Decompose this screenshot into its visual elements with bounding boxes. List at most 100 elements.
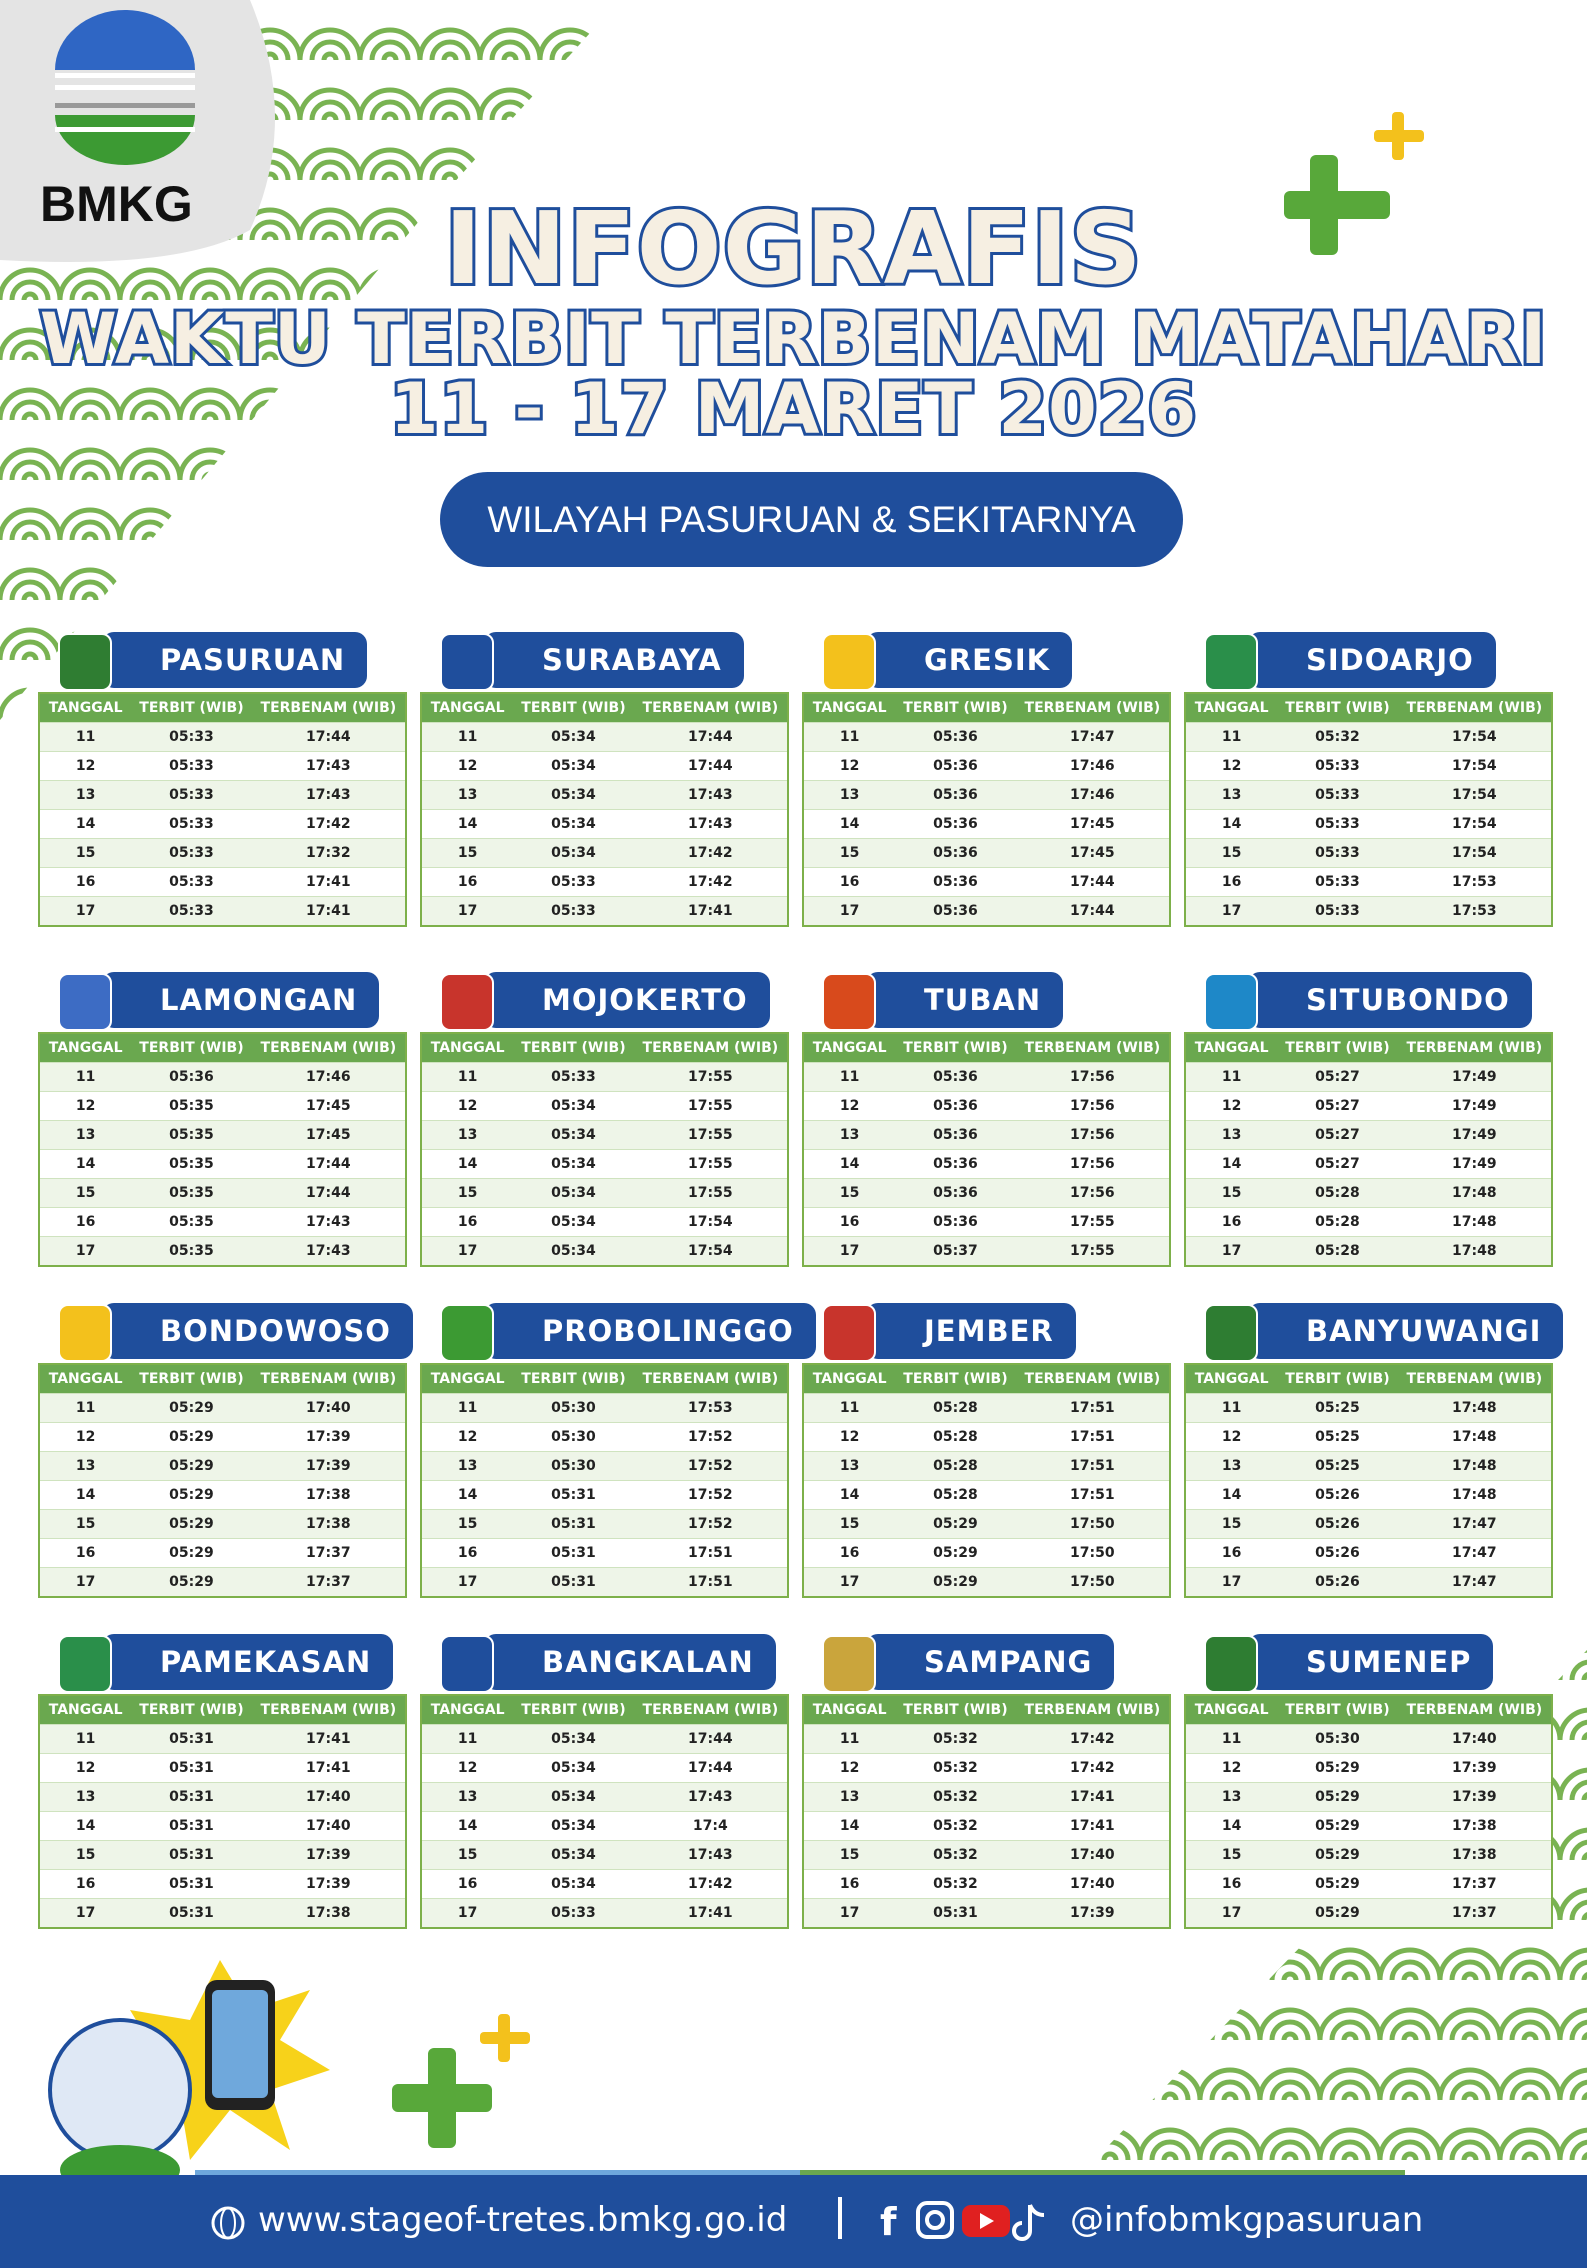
- table-cell: 14: [457, 816, 478, 832]
- table-cell: 15: [1221, 1185, 1242, 1201]
- schedule-table: TANGGAL TERBIT (WIB) TERBENAM (WIB) 11 05:27…: [1184, 1032, 1553, 1267]
- region-pill: WILAYAH PASURUAN & SEKITARNYA: [440, 472, 1183, 567]
- table-row: 17 05:37 17:55: [804, 1236, 1169, 1265]
- table-cell: 17:49: [1452, 1098, 1497, 1114]
- column-header: TERBENAM (WIB): [1406, 700, 1543, 716]
- table-cell: 11: [457, 1400, 478, 1416]
- table-row: 12 05:29 17:39: [1186, 1753, 1551, 1782]
- column-header: TANGGAL: [48, 1371, 123, 1387]
- region-badge: GRESIK: [866, 632, 1073, 688]
- table-cell: 05:30: [1315, 1731, 1360, 1747]
- table-cell: 13: [1221, 1127, 1242, 1143]
- region-emblem: [1204, 1304, 1258, 1362]
- schedule-table: TANGGAL TERBIT (WIB) TERBENAM (WIB) 11 05:25…: [1184, 1363, 1553, 1598]
- region-emblem: [822, 633, 876, 691]
- table-cell: 16: [457, 1545, 478, 1561]
- schedule-table: TANGGAL TERBIT (WIB) TERBENAM (WIB) 11 05:34…: [420, 692, 789, 927]
- schedule-table: TANGGAL TERBIT (WIB) TERBENAM (WIB) 11 05:33…: [420, 1032, 789, 1267]
- table-cell: 17:48: [1452, 1214, 1497, 1230]
- table-row: 11 05:33 17:55: [422, 1062, 787, 1091]
- table-cell: 05:29: [169, 1516, 214, 1532]
- table-cell: 05:33: [1315, 845, 1360, 861]
- table-cell: 05:34: [551, 1789, 596, 1805]
- table-row: 15 05:34 17:55: [422, 1178, 787, 1207]
- table-cell: 17: [75, 903, 96, 919]
- table-cell: 05:36: [933, 1214, 978, 1230]
- column-header: TERBENAM (WIB): [642, 1702, 779, 1718]
- table-cell: 17:54: [1452, 758, 1497, 774]
- table-cell: 17:51: [688, 1574, 733, 1590]
- column-header: TERBENAM (WIB): [260, 700, 397, 716]
- table-row: 17 05:31 17:39: [804, 1898, 1169, 1927]
- table-cell: 13: [839, 1789, 860, 1805]
- table-row: 11 05:36 17:47: [804, 722, 1169, 751]
- table-row: 13 05:29 17:39: [1186, 1782, 1551, 1811]
- table-cell: 11: [839, 1731, 860, 1747]
- table-cell: 05:29: [169, 1545, 214, 1561]
- table-row: 13 05:30 17:52: [422, 1451, 787, 1480]
- column-header: TANGGAL: [812, 1040, 887, 1056]
- column-header: TERBENAM (WIB): [1406, 1371, 1543, 1387]
- table-cell: 12: [839, 1760, 860, 1776]
- table-cell: 14: [839, 816, 860, 832]
- table-cell: 17:41: [1070, 1789, 1115, 1805]
- table-row: 13 05:35 17:45: [40, 1120, 405, 1149]
- table-row: 16 05:28 17:48: [1186, 1207, 1551, 1236]
- social-icons: f: [880, 2200, 1045, 2243]
- table-cell: 05:33: [169, 845, 214, 861]
- table-cell: 17:39: [306, 1429, 351, 1445]
- table-cell: 05:32: [933, 1731, 978, 1747]
- table-cell: 17:40: [306, 1818, 351, 1834]
- table-cell: 05:36: [933, 758, 978, 774]
- table-row: 15 05:31 17:39: [40, 1840, 405, 1869]
- table-cell: 05:31: [551, 1545, 596, 1561]
- table-cell: 05:29: [169, 1458, 214, 1474]
- table-cell: 17:37: [1452, 1876, 1497, 1892]
- column-header: TERBIT (WIB): [903, 700, 1008, 716]
- table-cell: 17: [457, 1574, 478, 1590]
- table-row: 15 05:29 17:50: [804, 1509, 1169, 1538]
- table-cell: 17:56: [1070, 1185, 1115, 1201]
- table-cell: 17: [75, 1243, 96, 1259]
- table-cell: 17:41: [306, 874, 351, 890]
- column-header: TERBENAM (WIB): [260, 1371, 397, 1387]
- table-row: 12 05:34 17:44: [422, 751, 787, 780]
- table-cell: 15: [839, 1847, 860, 1863]
- table-row: 16 05:26 17:47: [1186, 1538, 1551, 1567]
- column-header: TANGGAL: [430, 1371, 505, 1387]
- table-cell: 13: [457, 787, 478, 803]
- table-header: TANGGAL TERBIT (WIB) TERBENAM (WIB): [40, 1034, 405, 1062]
- table-header: TANGGAL TERBIT (WIB) TERBENAM (WIB): [422, 1365, 787, 1393]
- table-cell: 17:53: [1452, 874, 1497, 890]
- table-cell: 05:36: [933, 816, 978, 832]
- region-name: SURABAYA: [542, 643, 722, 677]
- column-header: TERBIT (WIB): [1285, 700, 1390, 716]
- table-cell: 05:34: [551, 1243, 596, 1259]
- table-cell: 05:29: [1315, 1818, 1360, 1834]
- table-row: 13 05:33 17:43: [40, 780, 405, 809]
- table-cell: 17:53: [1452, 903, 1497, 919]
- region-name: SUMENEP: [1306, 1645, 1472, 1679]
- table-cell: 05:29: [169, 1429, 214, 1445]
- region-name: BANGKALAN: [542, 1645, 754, 1679]
- table-cell: 17:39: [306, 1876, 351, 1892]
- table-cell: 15: [457, 845, 478, 861]
- table-row: 16 05:34 17:42: [422, 1869, 787, 1898]
- table-row: 12 05:36 17:46: [804, 751, 1169, 780]
- table-cell: 05:31: [169, 1789, 214, 1805]
- table-cell: 05:31: [169, 1876, 214, 1892]
- region-badge: TUBAN: [866, 972, 1064, 1028]
- table-cell: 12: [839, 758, 860, 774]
- region-badge: MOJOKERTO: [484, 972, 770, 1028]
- table-cell: 17:53: [688, 1400, 733, 1416]
- table-row: 15 05:32 17:40: [804, 1840, 1169, 1869]
- table-row: 17 05:26 17:47: [1186, 1567, 1551, 1596]
- table-cell: 05:37: [933, 1243, 978, 1259]
- table-cell: 17:49: [1452, 1069, 1497, 1085]
- table-cell: 16: [839, 874, 860, 890]
- table-row: 11 05:36 17:56: [804, 1062, 1169, 1091]
- table-cell: 05:29: [1315, 1760, 1360, 1776]
- table-row: 16 05:33 17:42: [422, 867, 787, 896]
- table-cell: 17:44: [688, 758, 733, 774]
- table-row: 12 05:34 17:55: [422, 1091, 787, 1120]
